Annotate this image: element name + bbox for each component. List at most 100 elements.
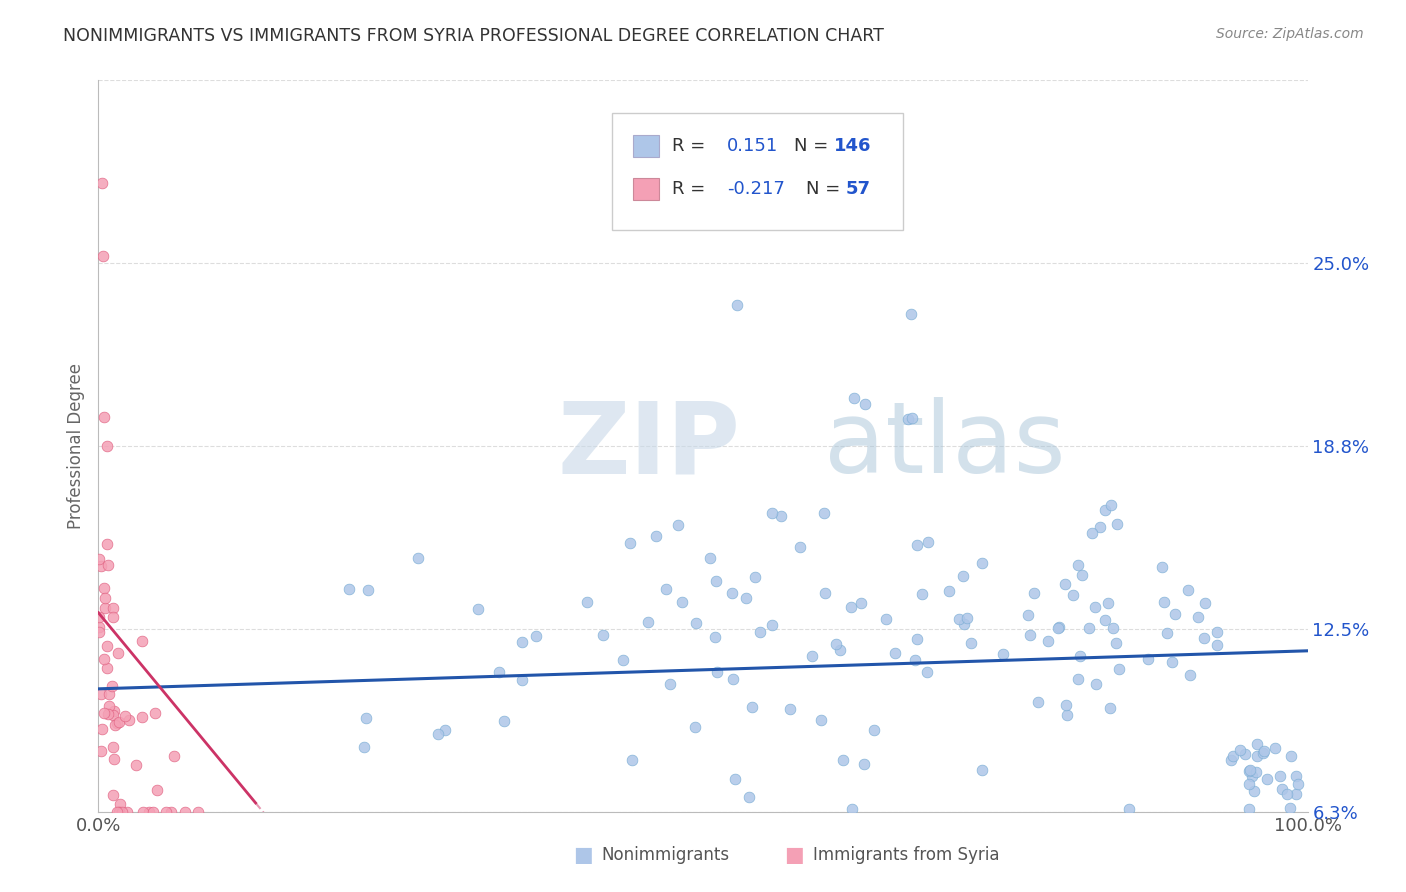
- Point: [524, 629, 547, 643]
- Point: [959, 636, 981, 650]
- Point: [1097, 596, 1119, 610]
- Point: [89, 610, 111, 624]
- Point: [1253, 744, 1275, 758]
- Point: [741, 700, 763, 714]
- Text: Immigrants from Syria: Immigrants from Syria: [813, 846, 1000, 863]
- Point: [426, 727, 449, 741]
- Point: [1067, 558, 1090, 572]
- Point: [131, 710, 153, 724]
- Point: [1285, 787, 1308, 801]
- Point: [1164, 607, 1187, 621]
- Point: [735, 591, 758, 605]
- Point: [666, 517, 689, 532]
- Text: R =: R =: [672, 137, 710, 155]
- Point: [1104, 636, 1126, 650]
- Point: [131, 633, 153, 648]
- Point: [703, 630, 725, 644]
- Point: [749, 624, 772, 639]
- Point: [90, 687, 112, 701]
- Point: [1099, 498, 1122, 512]
- Point: [828, 643, 851, 657]
- Text: 57: 57: [845, 179, 870, 197]
- Point: [1234, 747, 1257, 762]
- Point: [1019, 628, 1042, 642]
- Point: [761, 618, 783, 632]
- Point: [91, 249, 114, 263]
- Point: [1222, 749, 1244, 764]
- Bar: [633, 178, 659, 200]
- Point: [90, 558, 112, 573]
- Point: [91, 176, 114, 190]
- Point: [93, 409, 115, 424]
- Point: [761, 507, 783, 521]
- Point: [1256, 772, 1278, 786]
- Point: [724, 772, 747, 786]
- Point: [163, 749, 186, 764]
- Point: [699, 551, 721, 566]
- Point: [744, 570, 766, 584]
- Point: [1024, 586, 1046, 600]
- Point: [1237, 764, 1260, 778]
- Point: [1085, 677, 1108, 691]
- Point: [1285, 768, 1308, 782]
- Point: [725, 298, 748, 312]
- Point: [619, 536, 641, 550]
- Point: [97, 699, 120, 714]
- Point: [93, 706, 115, 721]
- Point: [1206, 624, 1229, 639]
- Point: [96, 661, 118, 675]
- Point: [706, 665, 728, 680]
- Point: [108, 797, 131, 811]
- Point: [356, 711, 378, 725]
- Point: [911, 587, 934, 601]
- Point: [87, 552, 110, 566]
- Point: [737, 789, 759, 804]
- Point: [896, 411, 918, 425]
- Point: [1056, 708, 1078, 723]
- Point: [1156, 626, 1178, 640]
- Point: [107, 805, 129, 819]
- Point: [173, 805, 195, 819]
- Point: [905, 632, 928, 647]
- Point: [1219, 753, 1241, 767]
- Text: Nonimmigrants: Nonimmigrants: [602, 846, 730, 863]
- Point: [1070, 568, 1092, 582]
- Point: [94, 591, 117, 606]
- Point: [972, 556, 994, 570]
- Point: [1108, 662, 1130, 676]
- Point: [801, 648, 824, 663]
- Point: [1271, 782, 1294, 797]
- Text: 146: 146: [834, 137, 872, 155]
- Point: [494, 714, 516, 728]
- Point: [101, 610, 124, 624]
- Point: [659, 677, 682, 691]
- Point: [107, 805, 129, 819]
- Text: N =: N =: [793, 137, 828, 155]
- Point: [884, 646, 907, 660]
- Point: [1270, 769, 1292, 783]
- Point: [844, 391, 866, 405]
- Point: [103, 704, 125, 718]
- Point: [1053, 577, 1076, 591]
- Point: [101, 679, 124, 693]
- Point: [1279, 749, 1302, 764]
- Point: [93, 651, 115, 665]
- Point: [1192, 632, 1215, 646]
- Point: [1239, 763, 1261, 777]
- Point: [96, 639, 118, 653]
- Point: [131, 805, 153, 819]
- Point: [1047, 620, 1070, 634]
- Point: [107, 716, 129, 731]
- Point: [685, 616, 707, 631]
- Point: [810, 713, 832, 727]
- Point: [904, 653, 927, 667]
- Point: [94, 600, 117, 615]
- Point: [948, 612, 970, 626]
- Point: [146, 783, 169, 797]
- Point: [1278, 801, 1301, 815]
- Point: [1063, 588, 1085, 602]
- Point: [1069, 649, 1091, 664]
- Point: [620, 753, 643, 767]
- Point: [96, 439, 118, 453]
- Point: [90, 722, 112, 736]
